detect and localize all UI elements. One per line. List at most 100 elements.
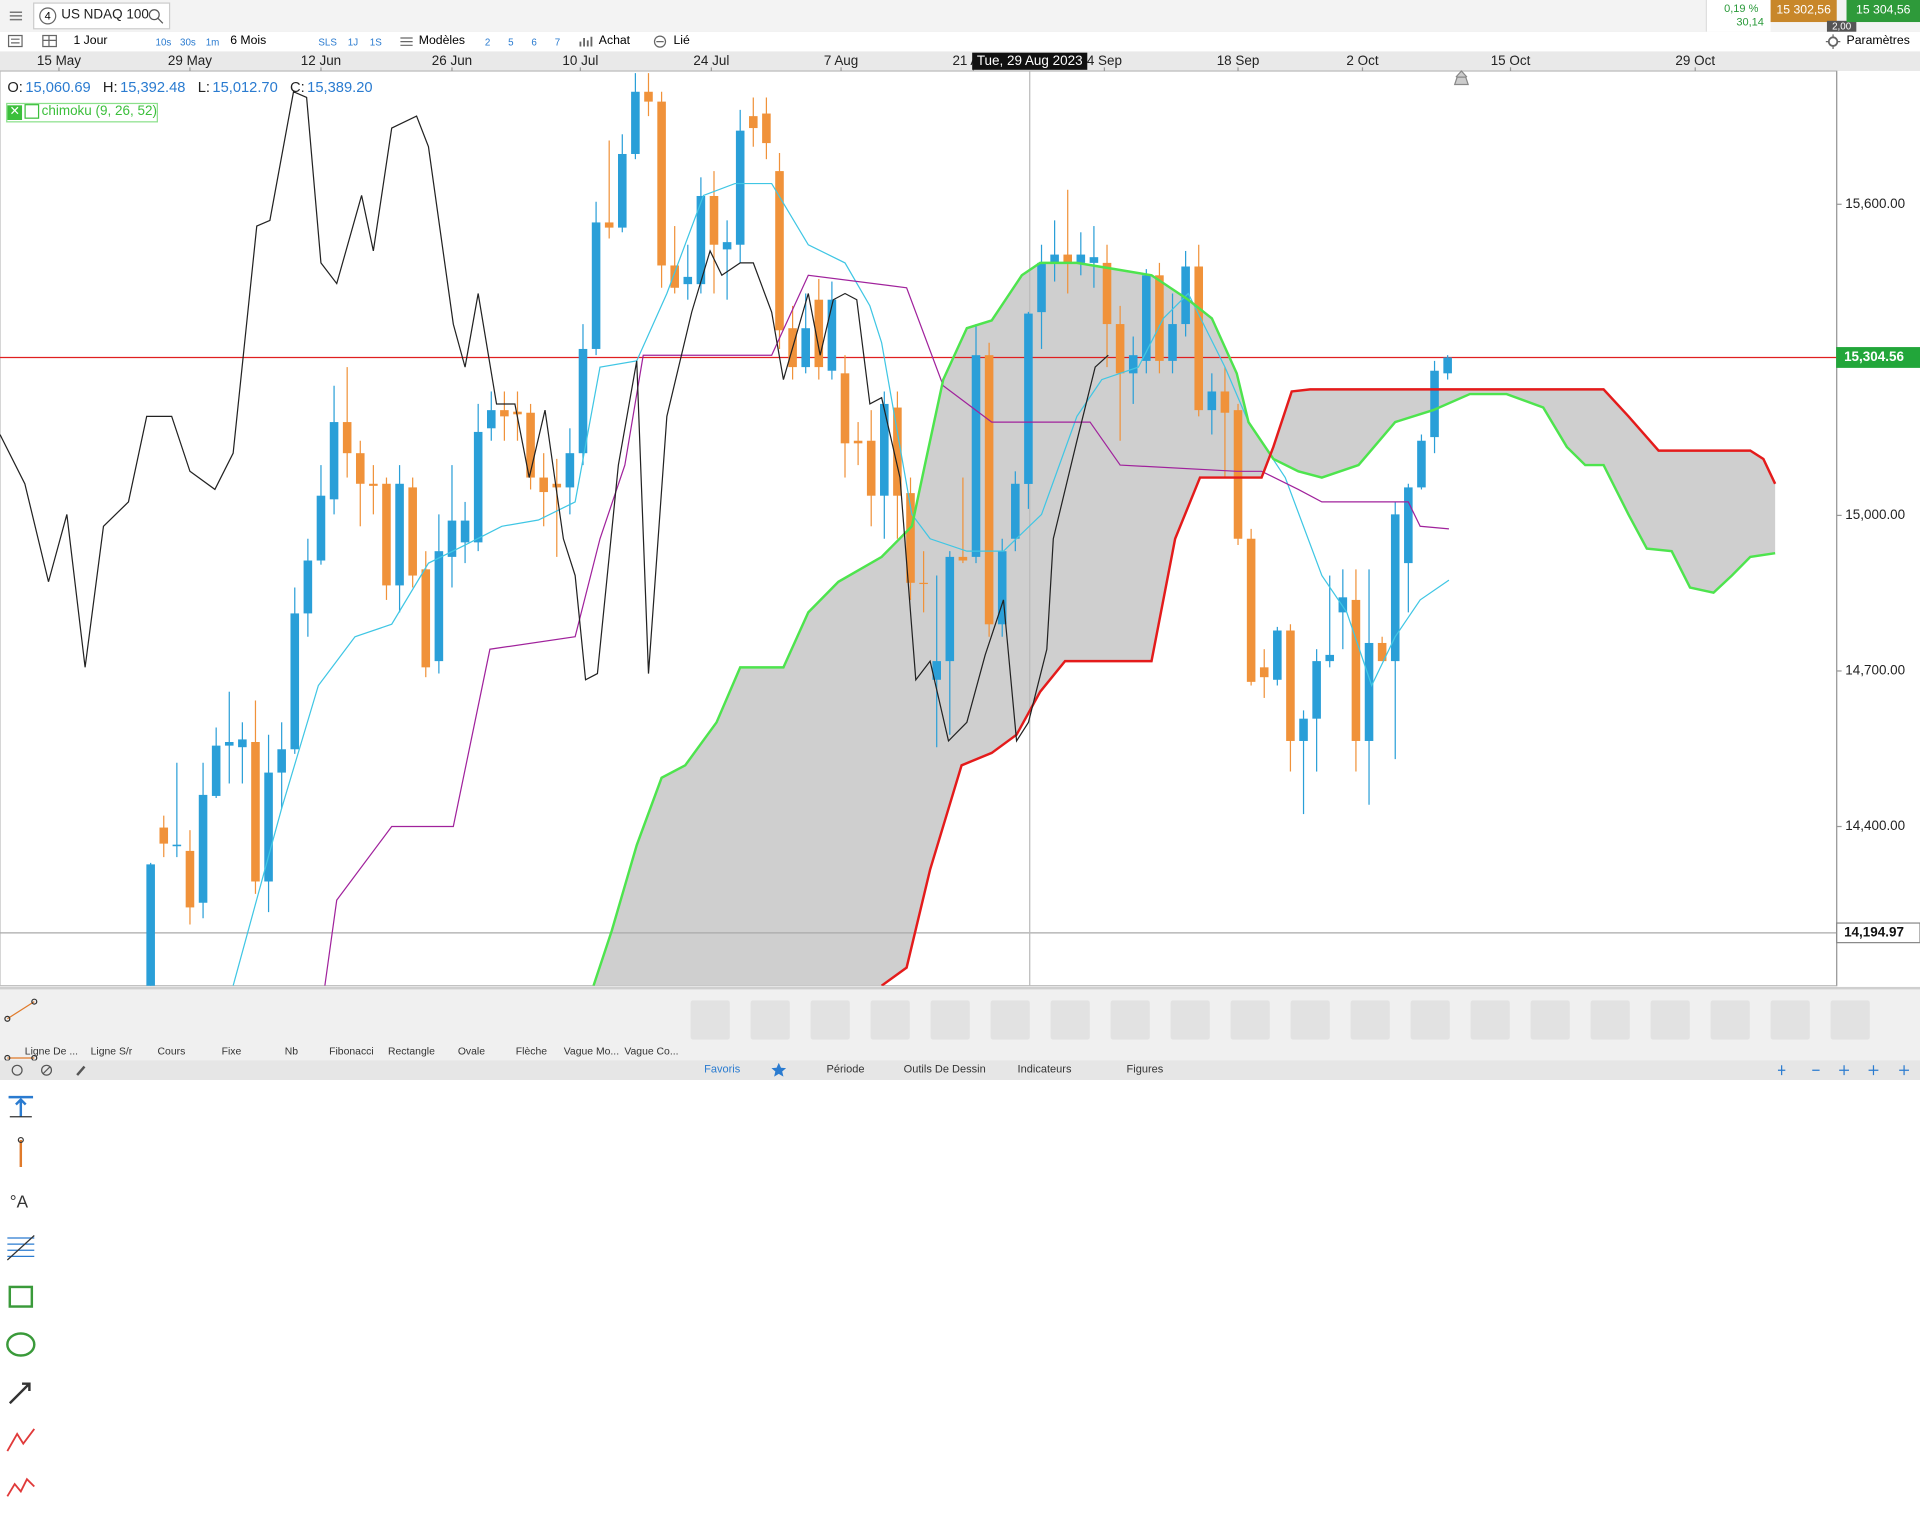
tab[interactable]: Indicateurs [1017,1062,1072,1076]
tool-placeholder [1830,1000,1870,1040]
tab-icons[interactable] [10,1063,96,1078]
candle-body [631,91,640,154]
x-tick-label: 15 Oct [1491,53,1531,68]
tab[interactable]: Figures [1126,1062,1164,1076]
search-icon[interactable] [147,7,164,24]
link-icon[interactable] [653,34,668,49]
top-bar: 4 US NDAQ 100 0,19 % 30,14 15 302,56 2,0… [0,0,1920,34]
settings-button[interactable]: Paramètres [1846,34,1910,48]
candle-body [473,431,483,543]
candle-body [971,355,981,557]
ask-button[interactable]: 15 304,56 [1846,0,1920,23]
candle-body [251,742,260,882]
indicator-name: chimoku (9, 26, 52) [41,104,157,119]
tool-placeholder [1230,1000,1270,1040]
period-select[interactable]: 1 Jour [73,34,108,48]
candle-body [1168,324,1177,361]
candle-body [1155,275,1164,361]
tool-placeholder [1170,1000,1210,1040]
ohlc-value: 15,392.48 [120,78,186,96]
buy-button[interactable]: Achat [598,34,631,48]
indicator-line [0,90,1109,743]
candle-body [539,477,548,493]
candle-body [290,613,300,750]
search-box[interactable]: 4 US NDAQ 100 [33,2,171,30]
instrument-number: 4 [39,7,57,25]
change-percent: 0,19 % [1724,2,1759,15]
favorite-star[interactable] [771,1062,787,1078]
quick-button[interactable]: 1J [347,36,359,48]
candle-body [735,130,745,245]
candle-body [722,242,732,250]
candle-body [840,373,850,444]
tool-button[interactable] [0,1419,1920,1467]
x-tick-label: 7 Aug [824,53,858,68]
range-select[interactable]: 6 Mois [230,34,267,48]
x-tick-label: 29 May [168,53,212,68]
candle-body [604,222,614,228]
tool-button[interactable] [0,1276,1920,1324]
tab[interactable]: Période [826,1062,865,1076]
count-button[interactable]: 5 [508,36,514,48]
tab[interactable]: Favoris [704,1062,741,1076]
candle-body [224,742,234,746]
layout-icon[interactable] [42,34,59,49]
candle-body [1128,355,1138,374]
count-button[interactable]: 6 [531,36,537,48]
interval[interactable]: 30s [180,36,196,48]
tool-button[interactable] [0,1324,1920,1372]
count-button[interactable]: 7 [554,36,561,48]
tool-icon: °A [10,1191,29,1211]
x-tick-label: 24 Jul [693,53,729,68]
bottom-tabs: Favoris Période Outils De Dessin Indicateur… [0,1060,1920,1081]
instrument-name: US NDAQ 100 [61,7,149,23]
interval[interactable]: 10s [155,36,172,48]
tool-button[interactable] [0,1467,1920,1515]
tool-button[interactable]: °A [0,1180,1920,1228]
tool-icon [4,998,38,1022]
quick-button[interactable]: 1S [369,36,382,48]
indicator-remove[interactable]: ✕ [7,105,23,121]
tool-button[interactable] [0,1133,1920,1181]
candle-body [447,520,457,557]
tool-placeholder [990,1000,1030,1040]
tab[interactable]: Outils De Dessin [903,1062,986,1076]
tool-label: Rectangle [387,1044,435,1057]
buy-icon[interactable] [578,34,595,49]
candle-body [1338,597,1348,613]
candle-body [827,299,837,371]
indicator-minimize[interactable] [24,104,40,119]
tool-button[interactable] [0,989,1920,1037]
tool-button[interactable] [0,1371,1920,1419]
candle-body [1102,262,1112,325]
candle-body [919,582,928,585]
tool-button[interactable] [0,1085,1920,1133]
x-tick-label: 4 Sep [1087,53,1122,68]
candle-body [709,195,719,245]
list-icon[interactable] [7,34,24,49]
candle-body [1076,254,1086,263]
indicator-line [592,261,1776,986]
candle-body [866,440,876,496]
candle-body [775,171,784,331]
candle-body [801,328,810,368]
scroll-marker[interactable] [1453,70,1470,86]
templates-icon[interactable] [399,36,414,48]
count-button[interactable]: 2 [484,36,491,48]
menu-button[interactable] [5,6,27,26]
settings-icon[interactable] [1825,34,1841,49]
bid-button[interactable]: 15 302,56 [1770,0,1837,23]
tool-label: Nb [284,1044,299,1057]
tool-button[interactable] [0,1228,1920,1276]
linked-button[interactable]: Lié [673,34,690,48]
tool-label: Vague Mo... [563,1044,620,1057]
candle-body [264,772,273,882]
candle-body [1430,370,1439,438]
quick-button[interactable]: SLS [318,36,337,48]
y-tick-label: 15,000.00 [1845,507,1905,522]
candle-body [906,493,915,583]
candle-body [814,299,824,368]
interval[interactable]: 1m [205,36,220,48]
zoom-controls[interactable] [1776,1063,1917,1078]
templates-button[interactable]: Modèles [418,34,466,48]
